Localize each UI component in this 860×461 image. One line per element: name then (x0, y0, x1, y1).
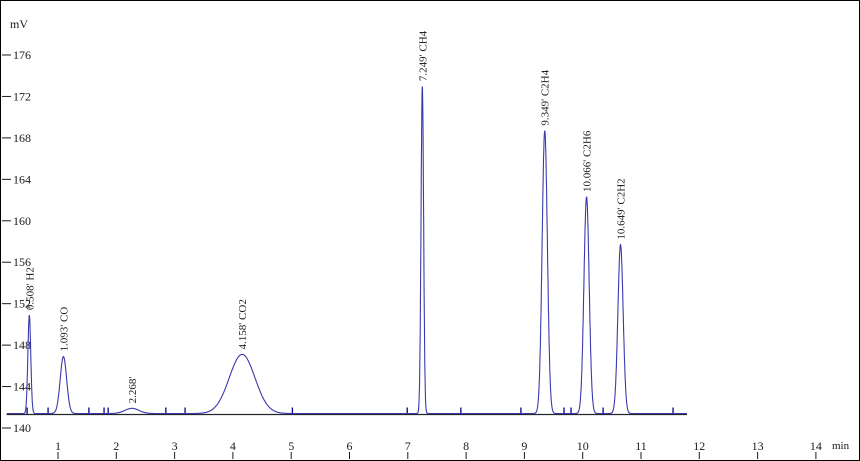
peak-label: 0.508' H2 (24, 267, 36, 310)
x-axis-tick-label: 2 (113, 439, 119, 453)
x-axis-tick-label: 8 (463, 439, 469, 453)
peak-label: 1.093' CO (58, 307, 70, 352)
x-axis-unit-label: min (832, 440, 850, 452)
peak-label: 4.158' CO2 (237, 299, 249, 349)
x-axis-tick-label: 1 (55, 439, 61, 453)
y-axis-tick-label: 176 (13, 48, 31, 62)
y-axis-tick-label: 168 (13, 131, 31, 145)
x-axis-tick-label: 9 (521, 439, 527, 453)
y-axis-tick-label: 148 (13, 338, 31, 352)
x-axis-tick-label: 10 (577, 439, 589, 453)
signal-trace (6, 86, 687, 415)
y-axis-tick-label: 172 (13, 89, 31, 103)
x-axis-tick-label: 6 (347, 439, 353, 453)
y-axis-tick-label: 156 (13, 255, 31, 269)
y-axis-tick-label: 144 (13, 380, 31, 394)
y-axis-unit-label: mV (10, 17, 28, 31)
y-axis-tick-label: 164 (13, 172, 31, 186)
x-axis-tick-label: 5 (288, 439, 294, 453)
x-axis-tick-label: 12 (693, 439, 705, 453)
peak-label: 9.349' C2H4 (540, 69, 552, 125)
y-axis-tick-label: 140 (13, 421, 31, 435)
x-axis-tick-label: 4 (230, 439, 236, 453)
x-axis-tick-label: 14 (810, 439, 822, 453)
peak-label: 10.066' C2H6 (582, 130, 594, 192)
y-axis-tick-label: 152 (13, 297, 31, 311)
peak-label: 10.649' C2H2 (616, 178, 628, 239)
x-axis-tick-label: 13 (752, 439, 764, 453)
x-axis-tick-label: 7 (405, 439, 411, 453)
peak-label: 7.249' CH4 (417, 30, 429, 81)
y-axis-tick-label: 160 (13, 214, 31, 228)
x-axis-tick-label: 11 (635, 439, 647, 453)
peak-label: 2.268' (127, 377, 139, 404)
x-axis-tick-label: 3 (172, 439, 178, 453)
